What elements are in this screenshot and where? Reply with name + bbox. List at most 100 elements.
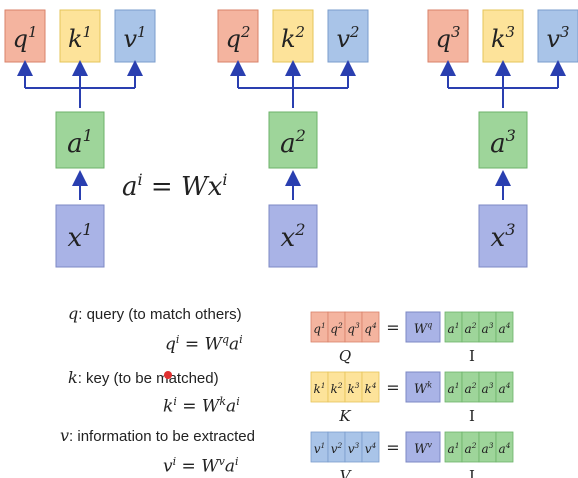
- k-cell-4: [361, 371, 380, 403]
- k-box-3: [482, 9, 524, 63]
- v-cell-label-3: v3: [348, 441, 360, 456]
- x-box-2: [268, 204, 318, 268]
- k-matrix-label: K: [338, 407, 351, 425]
- a-box-3: [478, 111, 528, 169]
- v-cell-label-4: v4: [365, 441, 377, 456]
- x-label-1: x1: [68, 220, 93, 253]
- identity-label-2: I: [469, 467, 475, 478]
- k-cell-label-2: k2: [330, 381, 342, 396]
- key-description: : key (to be matched): [77, 370, 219, 387]
- key-definition: k: key (to be matched): [68, 368, 219, 387]
- k-cell-label-1: k1: [313, 381, 325, 396]
- a-cell-0-4: [495, 311, 514, 343]
- q-box-2: [217, 9, 259, 63]
- w-k-box: [405, 371, 441, 403]
- a-cell-label-0-3: a3: [482, 321, 494, 336]
- a-cell-label-1-3: a3: [482, 381, 494, 396]
- value-symbol: v: [60, 426, 70, 445]
- a-box-2: [268, 111, 318, 169]
- key-formula-a-sup: i: [236, 395, 240, 408]
- q-cell-label-3: q3: [347, 321, 360, 336]
- a-cell-2-4: [495, 431, 514, 463]
- k-box-2: [272, 9, 314, 63]
- a-label-3: a3: [490, 126, 516, 159]
- v-matrix-label: V: [340, 467, 353, 478]
- key-symbol: k: [68, 368, 78, 387]
- v-box-1: [114, 9, 156, 63]
- a-cell-label-1-2: a2: [465, 381, 477, 396]
- query-formula: qi = Wqai: [165, 333, 243, 355]
- w-q-box: [405, 311, 441, 343]
- q-label-1: q1: [13, 23, 38, 53]
- w-k-label: Wk: [414, 381, 432, 397]
- equals-sign-2: =: [386, 438, 399, 457]
- a-cell-label-2-1: a1: [448, 441, 460, 456]
- k-cell-label-3: k3: [347, 381, 359, 396]
- a-cell-label-0-2: a2: [465, 321, 477, 336]
- a-cell-label-0-1: a1: [448, 321, 460, 336]
- k-cell-label-4: k4: [364, 381, 376, 396]
- v-label-3: v3: [546, 23, 569, 53]
- key-formula-lhs: k: [163, 396, 174, 417]
- k-label-1: k1: [68, 23, 92, 53]
- x-label-2: x2: [281, 220, 306, 253]
- k-label-3: k3: [491, 23, 515, 53]
- q-cell-label-2: q2: [330, 321, 343, 336]
- v-cell-label-2: v2: [331, 441, 343, 456]
- a-label-2: a2: [280, 126, 306, 159]
- equals-sign-0: =: [386, 318, 399, 337]
- w-v-label: Wv: [414, 441, 432, 457]
- query-symbol: q: [68, 304, 79, 323]
- embedding-equation: ai = Wxi: [122, 170, 227, 202]
- x-box-1: [55, 204, 105, 268]
- a-cell-label-2-3: a3: [482, 441, 494, 456]
- value-formula-a-sup: i: [235, 455, 239, 468]
- key-formula: ki = Wkai: [163, 395, 240, 417]
- red-pointer-dot: [164, 371, 172, 379]
- x-box-3: [478, 204, 528, 268]
- value-formula-lhs-sup: i: [172, 455, 177, 468]
- v-label-2: v2: [336, 23, 359, 53]
- a-cell-label-0-4: a4: [499, 321, 511, 336]
- v-cell-label-1: v1: [314, 441, 326, 456]
- k-box-1: [59, 9, 101, 63]
- a-label-1: a1: [67, 126, 93, 159]
- value-formula-lhs: v: [163, 456, 173, 477]
- v-box-2: [327, 9, 369, 63]
- q-box-1: [4, 9, 46, 63]
- q-matrix-label: Q: [339, 347, 351, 365]
- identity-label-1: I: [469, 407, 475, 425]
- value-definition: v: information to be extracted: [60, 426, 255, 445]
- q-label-3: q3: [436, 23, 461, 53]
- key-formula-w-sup: k: [219, 395, 227, 408]
- query-formula-a-sup: i: [239, 333, 243, 346]
- key-formula-lhs-sup: i: [173, 395, 177, 408]
- q-label-2: q2: [226, 23, 251, 53]
- a-cell-label-1-1: a1: [448, 381, 460, 396]
- query-description: : query (to match others): [78, 306, 242, 323]
- value-formula: vi = Wvai: [163, 455, 239, 477]
- value-formula-w-sup: v: [218, 455, 225, 468]
- query-formula-lhs: q: [165, 334, 176, 355]
- q-cell-label-1: q1: [313, 321, 325, 336]
- a-cell-label-2-2: a2: [465, 441, 477, 456]
- v-label-1: v1: [123, 23, 146, 53]
- q-cell-4: [361, 311, 380, 343]
- query-definition: q: query (to match others): [68, 304, 242, 323]
- w-v-box: [405, 431, 441, 463]
- a-cell-label-2-4: a4: [499, 441, 511, 456]
- a-box-1: [55, 111, 105, 169]
- w-q-label: Wq: [414, 321, 433, 337]
- query-formula-lhs-sup: i: [175, 333, 180, 346]
- k-label-2: k2: [281, 23, 305, 53]
- v-cell-4: [361, 431, 380, 463]
- a-cell-label-1-4: a4: [499, 381, 511, 396]
- x-label-3: x3: [491, 220, 516, 253]
- q-cell-label-4: q4: [364, 321, 377, 336]
- query-formula-w-sup: q: [221, 333, 229, 346]
- value-description: : information to be extracted: [69, 428, 255, 445]
- q-box-3: [427, 9, 469, 63]
- a-cell-1-4: [495, 371, 514, 403]
- equals-sign-1: =: [386, 378, 399, 397]
